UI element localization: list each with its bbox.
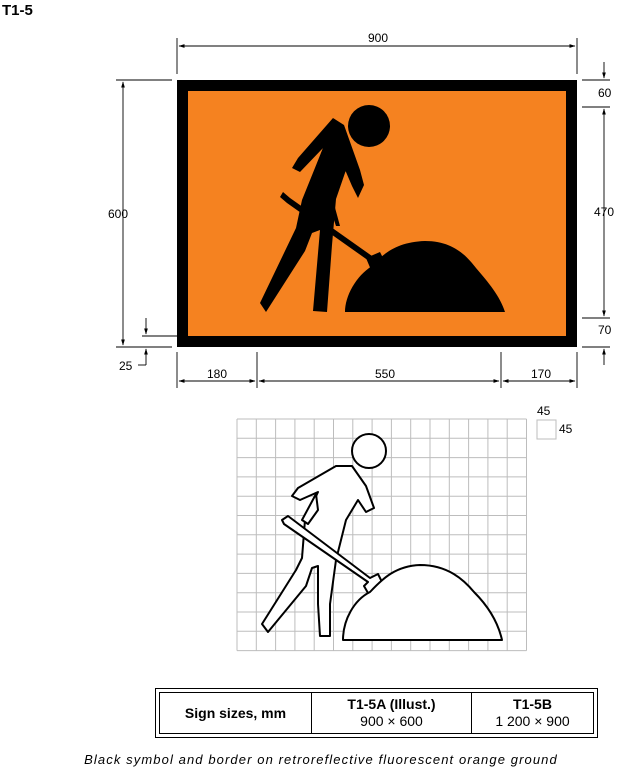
dimension-right-side <box>582 62 610 365</box>
size-variant-dimensions: 1 200 × 900 <box>495 713 570 729</box>
sizes-table-cell-t1-5a: T1-5A (Illust.) 900 × 600 <box>311 692 472 734</box>
dim-label-overall-height: 600 <box>108 207 128 221</box>
dim-label-overall-width: 900 <box>368 31 388 45</box>
sign-sizes-table: Sign sizes, mm T1-5A (Illust.) 900 × 600… <box>155 688 598 738</box>
size-variant-name: T1-5A (Illust.) <box>347 696 436 712</box>
sizes-table-header-cell: Sign sizes, mm <box>159 692 312 734</box>
worker-outline-head <box>351 433 387 469</box>
size-variant-dimensions: 900 × 600 <box>360 713 423 729</box>
worker-head <box>348 105 390 147</box>
dim-label-right-top: 60 <box>598 86 612 100</box>
sign-panel <box>177 80 577 347</box>
dim-label-right-bottom: 70 <box>598 323 612 337</box>
sizes-table-cell-t1-5b: T1-5B 1 200 × 900 <box>471 692 594 734</box>
dim-label-bottom-right: 170 <box>531 367 551 381</box>
dimension-overall-width <box>176 38 578 74</box>
dimension-bottom <box>176 352 578 388</box>
dim-label-right-middle: 470 <box>594 205 614 219</box>
dirt-mound-outline <box>342 564 503 641</box>
dirt-mound <box>345 241 505 312</box>
sign-caption: Black symbol and border on retroreflecti… <box>84 752 558 767</box>
dimension-overall-height <box>116 79 172 348</box>
grid-legend-cell <box>536 419 557 440</box>
dim-label-bottom-left: 180 <box>207 367 227 381</box>
sizes-table-header: Sign sizes, mm <box>184 704 287 721</box>
worker-outline-body <box>261 465 375 637</box>
worker-symbol <box>260 105 505 312</box>
dim-label-left-bottom: 25 <box>119 359 133 373</box>
size-variant-name: T1-5B <box>513 696 552 712</box>
dimension-left-bottom <box>138 318 184 366</box>
worker-outline-symbol <box>261 433 503 641</box>
grid-legend-height: 45 <box>559 422 573 436</box>
dim-label-bottom-middle: 550 <box>375 367 395 381</box>
construction-grid <box>236 418 527 652</box>
worker-outline-arm-gap <box>301 493 319 525</box>
grid-legend-width: 45 <box>537 404 551 418</box>
worker-torso-back <box>333 118 364 198</box>
sign-code-title: T1-5 <box>2 2 33 19</box>
worker-arm-front <box>312 148 340 226</box>
shovel-handle <box>280 192 372 261</box>
